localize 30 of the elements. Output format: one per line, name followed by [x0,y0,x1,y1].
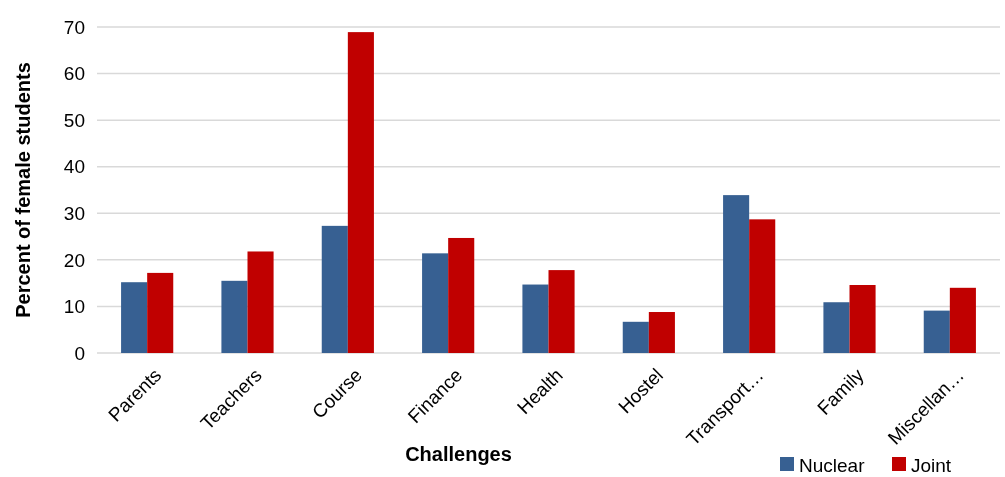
bar [923,310,950,353]
bar [522,284,549,353]
y-axis-title: Percent of female students [12,62,34,318]
y-tick-label: 70 [63,16,85,38]
y-tick-label: 10 [63,296,85,318]
y-tick-label: 30 [63,202,85,224]
bar [823,302,850,353]
y-tick-label: 20 [63,249,85,271]
bar [749,219,776,353]
y-tick-label: 50 [63,109,85,131]
bar [723,195,750,353]
y-tick-label: 0 [74,342,85,364]
bar [321,225,348,353]
x-axis-title: Challenges [405,443,512,465]
bar [121,282,148,353]
bar [422,253,449,353]
bar [849,285,876,353]
bar [548,270,575,353]
legend-label: Nuclear [799,454,866,476]
bar [147,272,174,353]
bar [347,32,374,353]
y-tick-label: 40 [63,156,85,178]
y-tick-label: 60 [63,63,85,85]
bar [949,287,976,353]
bar [622,321,649,353]
legend-label: Joint [911,454,952,476]
bar [221,280,248,353]
bar [247,251,274,353]
bar [448,237,475,353]
bar [648,312,675,353]
